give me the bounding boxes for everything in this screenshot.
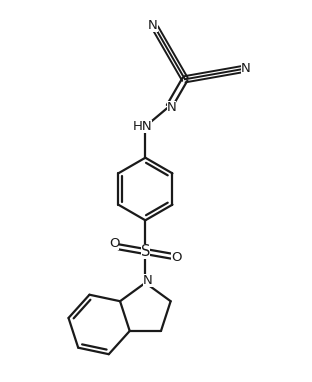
Text: O: O xyxy=(171,251,182,264)
Text: HN: HN xyxy=(132,120,152,133)
Text: N: N xyxy=(148,19,158,32)
Text: N: N xyxy=(241,62,251,75)
Text: S: S xyxy=(141,244,150,259)
Text: O: O xyxy=(109,237,119,250)
Text: N: N xyxy=(143,274,153,287)
Text: N: N xyxy=(167,101,176,115)
